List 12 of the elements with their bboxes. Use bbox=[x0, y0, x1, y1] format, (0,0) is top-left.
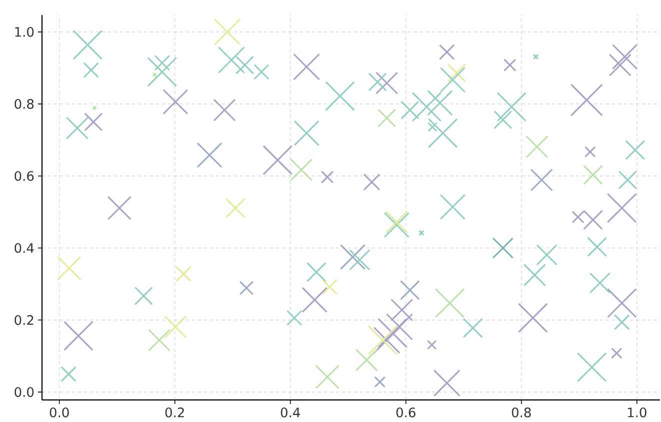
y-tick-label: 0.0 bbox=[14, 387, 34, 397]
y-tick-label: 0.6 bbox=[14, 171, 34, 181]
y-tick-label: 0.8 bbox=[14, 99, 34, 109]
x-tick-label: 0.2 bbox=[165, 408, 184, 418]
y-tick-label: 0.4 bbox=[14, 243, 34, 253]
x-tick-label: 1.0 bbox=[628, 408, 646, 418]
x-tick-label: 0.0 bbox=[50, 408, 69, 418]
x-tick-label: 0.8 bbox=[512, 408, 531, 418]
x-tick-label: 0.4 bbox=[280, 408, 300, 418]
x-tick-label: 0.6 bbox=[396, 408, 416, 418]
y-tick-label: 0.2 bbox=[14, 315, 34, 325]
y-tick-label: 1.0 bbox=[15, 27, 34, 37]
